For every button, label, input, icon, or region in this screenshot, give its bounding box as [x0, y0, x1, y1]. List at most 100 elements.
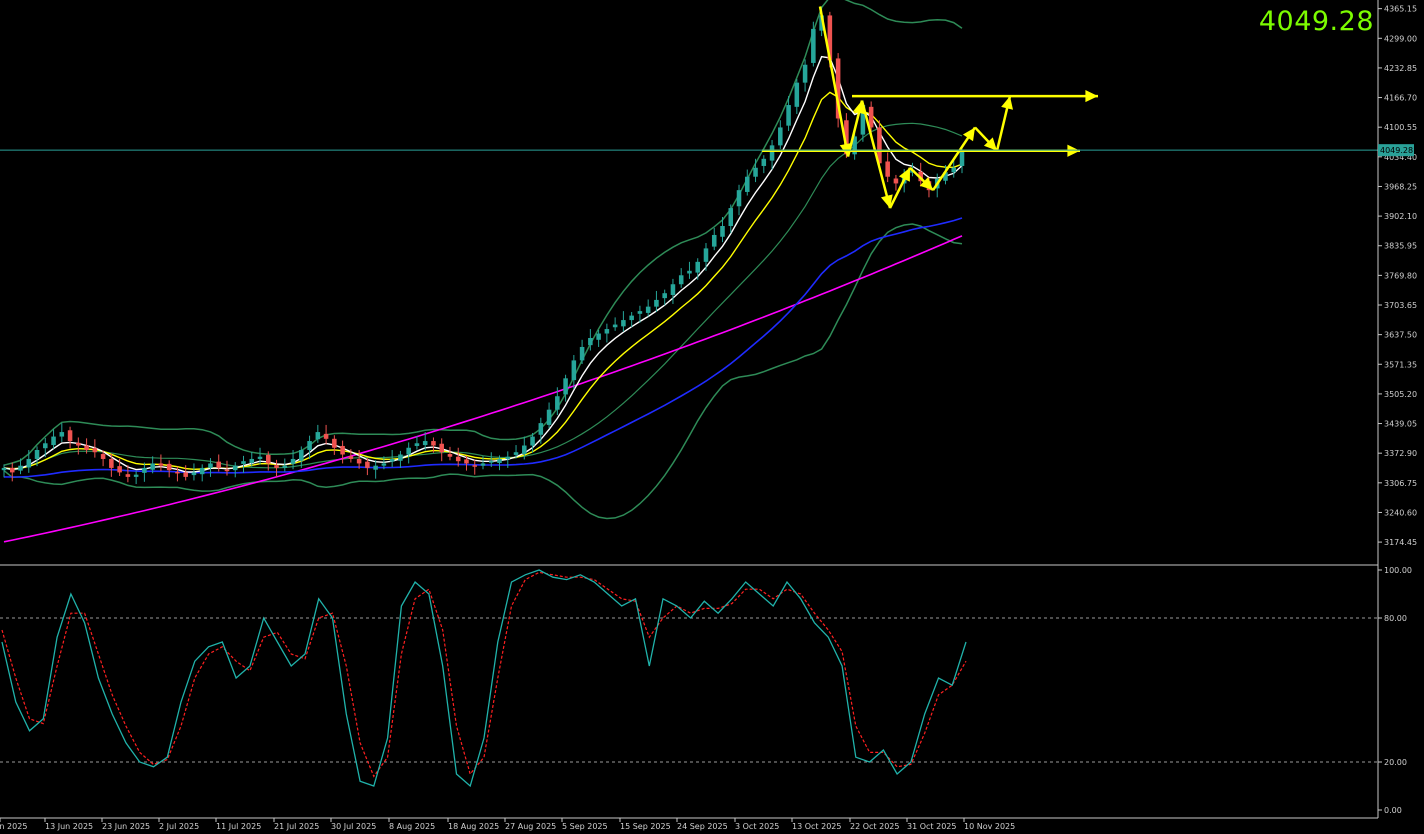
candle-body: [323, 433, 329, 439]
candle-body: [84, 445, 89, 450]
time-axis-label: 11 Jul 2025: [216, 822, 261, 831]
time-axis[interactable]: Jun 2025 13 Jun 2025 23 Jun 2025 2 Jul 2025…: [0, 818, 1015, 831]
candle-body: [348, 456, 354, 459]
time-axis-label: 13 Oct 2025: [792, 822, 841, 831]
price-axis-label: 3637.50: [1384, 331, 1417, 340]
price-axis[interactable]: 4365.15 4299.00 4232.85 4166.70 4100.55 4034.…: [1378, 5, 1417, 547]
time-axis-label: 22 Oct 2025: [850, 822, 899, 831]
candle-body: [654, 299, 659, 307]
candle-body: [51, 436, 56, 446]
candle-body: [819, 15, 824, 31]
stochastic-signal-line: [1, 571, 967, 778]
candle-body: [769, 145, 775, 161]
candle-body: [662, 293, 667, 299]
bollinger-bands: [3, 0, 963, 520]
price-axis-label: 3505.20: [1384, 390, 1417, 399]
candle-body: [26, 458, 32, 468]
candle-body: [158, 463, 164, 466]
stochastic-panel[interactable]: [0, 569, 1378, 788]
candle-body: [166, 463, 172, 471]
time-axis-label: 30 Jul 2025: [331, 822, 376, 831]
candle-body: [414, 443, 420, 446]
candle-body: [43, 443, 48, 449]
candle-body: [455, 456, 461, 462]
candle-body: [488, 461, 494, 463]
candle-body: [753, 167, 758, 177]
candle-body: [835, 58, 841, 119]
candle-body: [868, 106, 874, 128]
ma-yellow-line: [3, 91, 963, 471]
candle-body: [232, 465, 238, 471]
candle-body: [711, 234, 717, 247]
candle-body: [191, 472, 197, 476]
candle-body: [59, 432, 65, 437]
candle-body: [332, 438, 337, 448]
candle-body: [381, 463, 387, 466]
price-axis-label: 4034.40: [1384, 153, 1417, 162]
time-axis-label: 10 Nov 2025: [964, 822, 1015, 831]
price-panel[interactable]: [0, 0, 1378, 543]
candle-body: [637, 311, 643, 314]
candle-body: [555, 396, 560, 410]
candle-body: [282, 465, 288, 468]
time-axis-label: 31 Oct 2025: [907, 822, 956, 831]
candle-body: [778, 127, 783, 146]
candle-body: [596, 333, 601, 340]
candle-body: [645, 306, 651, 313]
ma-magenta-line: [3, 235, 963, 543]
candle-body: [373, 465, 378, 470]
stochastic-axis-label: 80.00: [1384, 614, 1407, 623]
zigzag-arrow: [818, 6, 850, 157]
candle-body: [885, 161, 890, 177]
price-axis-label: 4100.55: [1384, 123, 1417, 132]
zigzag-arrow-head: [962, 127, 975, 142]
candle-body: [546, 409, 552, 425]
candle-body: [356, 458, 362, 464]
candle-body: [18, 465, 23, 471]
candle-body: [860, 105, 866, 135]
candle-body: [249, 458, 255, 463]
candle-body: [365, 461, 370, 468]
candle-body: [299, 450, 304, 461]
price-readout: 4049.28: [1258, 6, 1374, 37]
current-price-tag-label: 4049.28: [1380, 146, 1413, 155]
candle-body: [133, 474, 139, 477]
candle-body: [431, 441, 436, 446]
time-axis-label: 13 Jun 2025: [45, 822, 93, 831]
candle-body: [563, 378, 568, 395]
candle-body: [728, 208, 734, 226]
candle-body: [241, 461, 246, 464]
trend-annotations: [762, 6, 1098, 209]
stochastic-main-line: [1, 569, 967, 788]
price-axis-label: 3968.25: [1384, 182, 1417, 191]
current-price-tag: 4049.28: [1378, 144, 1414, 157]
candle-body: [720, 226, 725, 237]
candle-body: [34, 450, 40, 459]
candle-body: [703, 248, 709, 262]
candle-body: [497, 458, 502, 463]
time-axis-label: 8 Aug 2025: [389, 822, 435, 831]
candle-body: [736, 190, 742, 207]
time-axis-label: 5 Sep 2025: [562, 822, 608, 831]
price-axis-label: 3571.35: [1384, 360, 1417, 369]
candle-body: [629, 315, 634, 321]
candle-body: [315, 432, 321, 440]
candle-body: [340, 445, 345, 455]
candle-body: [422, 441, 428, 446]
candle-body: [208, 463, 213, 468]
candle-body: [588, 338, 593, 346]
zigzag-arrow-head: [983, 137, 997, 151]
time-axis-label: 21 Jul 2025: [274, 822, 319, 831]
candle-body: [398, 454, 403, 461]
candle-body: [125, 474, 131, 477]
candle-body: [389, 458, 395, 462]
zigzag-arrow-head: [919, 177, 933, 191]
candle-body: [447, 454, 453, 457]
price-axis-label: 3240.60: [1384, 508, 1417, 517]
candle-body: [786, 105, 791, 126]
candle-body: [439, 443, 444, 453]
candle-body: [522, 445, 527, 455]
candle-body: [76, 442, 81, 446]
time-axis-label: 15 Sep 2025: [620, 822, 671, 831]
